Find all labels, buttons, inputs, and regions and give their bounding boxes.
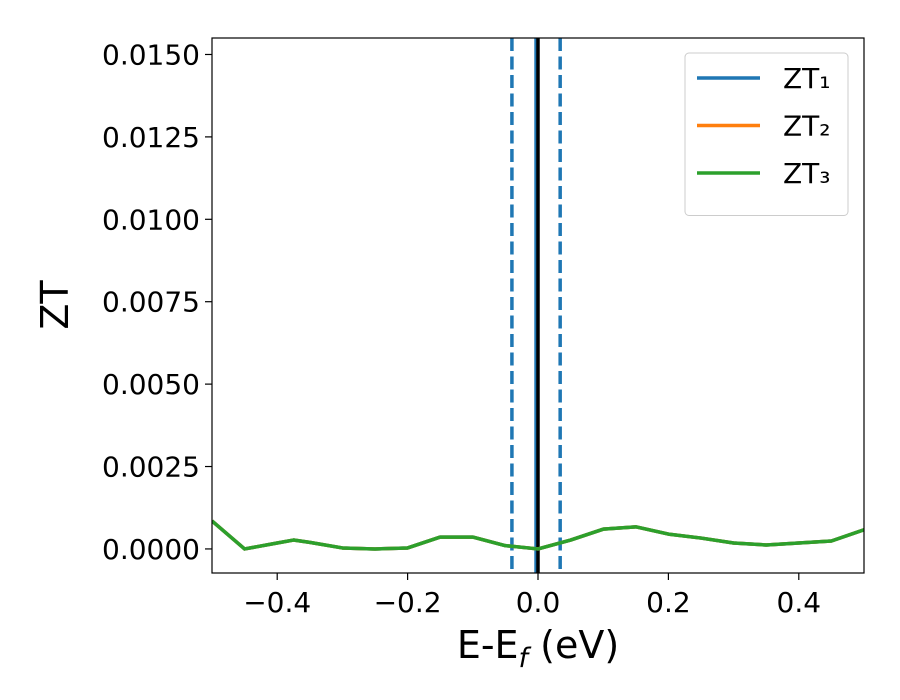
legend-label: ZT₂ xyxy=(783,110,831,143)
x-label-main: E-E xyxy=(457,623,519,667)
legend-box xyxy=(684,52,849,216)
x-tick-label: 0.2 xyxy=(646,586,691,619)
x-axis-label: E-Ef (eV) xyxy=(457,623,619,674)
x-label-suffix: (eV) xyxy=(528,623,619,667)
plot-frame xyxy=(211,37,865,574)
x-tick-label: 0.4 xyxy=(777,586,822,619)
y-tick-label: 0.0125 xyxy=(102,121,200,154)
y-tick-label: 0.0075 xyxy=(102,286,200,319)
plot-area xyxy=(212,38,864,573)
y-tick-label: 0.0000 xyxy=(102,533,200,566)
y-axis-label: ZT xyxy=(33,280,77,330)
series-line xyxy=(212,519,864,551)
y-tick-label: 0.0050 xyxy=(102,368,200,401)
x-tick-label: 0.0 xyxy=(516,586,561,619)
y-tick-label: 0.0150 xyxy=(102,38,200,71)
y-tick-label: 0.0025 xyxy=(102,451,200,484)
x-tick-label: −0.4 xyxy=(243,586,311,619)
y-tick-label: 0.0100 xyxy=(102,203,200,236)
x-tick-label: −0.2 xyxy=(374,586,442,619)
legend-label: ZT₁ xyxy=(783,62,831,95)
legend-label: ZT₃ xyxy=(783,157,831,190)
